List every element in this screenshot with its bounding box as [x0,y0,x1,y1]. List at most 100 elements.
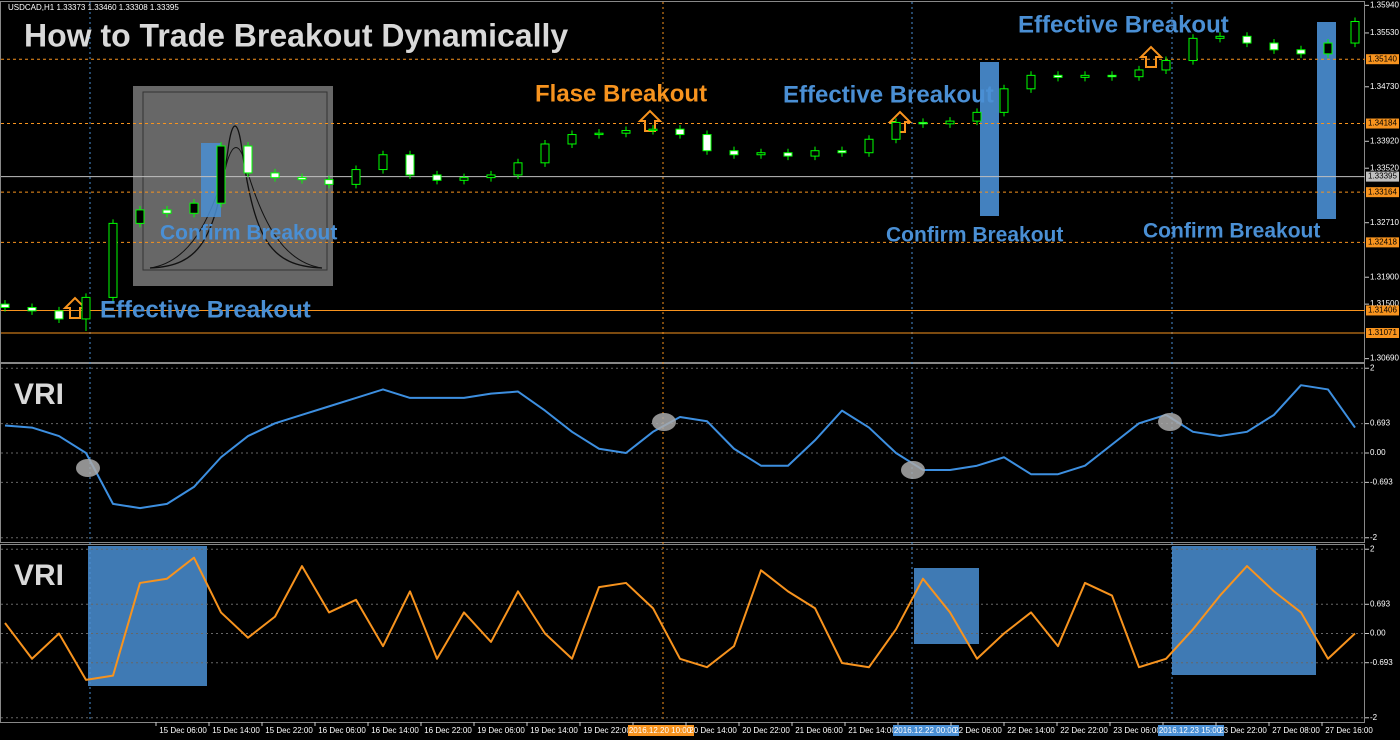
vri-line [4,384,1356,510]
candle-body [999,88,1009,113]
x-label-highlight [1158,725,1224,736]
price-level-tag [1366,118,1399,129]
x-tick-label: 15 Dec 06:00 [159,726,207,735]
x-tick-label: 23 Dec 22:00 [1219,726,1267,735]
x-tick-label: 2016.12.23 15:00 [1159,726,1222,735]
candle-body [27,306,37,312]
candle-body [756,152,766,156]
price-level-tag [1366,327,1399,338]
candle-body [1188,37,1198,62]
x-tick-label: 21 Dec 14:00 [848,726,896,735]
y-tick-label: 1.35530 [1370,28,1399,37]
inset-highlight [201,143,221,217]
vri-highlight [88,546,207,686]
price-level-tag [1366,305,1399,316]
candle-body [837,150,847,154]
x-tick-label: 16 Dec 22:00 [424,726,472,735]
cross-marker [1158,413,1182,431]
x-tick-label: 22 Dec 06:00 [954,726,1002,735]
candle-body [108,222,118,298]
candle-body [378,154,388,171]
candle-body [567,134,577,145]
chart-title: How to Trade Breakout Dynamically [24,17,568,53]
x-tick-label: 27 Dec 08:00 [1272,726,1320,735]
y-tick-label: 1.31500 [1370,299,1399,308]
y-tick-label: 1.32710 [1370,218,1399,227]
price-panel [0,1,1365,363]
x-tick-label: 15 Dec 22:00 [265,726,313,735]
y-tick-label: -2 [1370,713,1378,722]
inset-bg [133,86,333,286]
y-tick-label: 0.00 [1370,448,1386,457]
candle-body [1026,74,1036,90]
candle-body [702,134,712,152]
candle-body [864,138,874,154]
y-tick-label: 1.33920 [1370,136,1399,145]
y-tick-label: 1.34730 [1370,82,1399,91]
vri-line [4,556,1356,681]
candle-body [216,145,226,204]
y-tick-label: 0.693 [1370,419,1391,428]
price-level-tag [1366,171,1399,182]
x-tick-label: 19 Dec 06:00 [477,726,525,735]
breakout-bar [980,62,999,216]
annotation: Confirm Breakout [886,224,1063,247]
candle-body [297,177,307,181]
candle-body [1296,49,1306,55]
annotation: Confirm Breakout [1143,220,1320,243]
candle-body [972,111,982,122]
cross-marker [76,459,100,477]
x-tick-label: 16 Dec 06:00 [318,726,366,735]
x-label-highlight [628,725,694,736]
candle-body [324,179,334,185]
inset-curve [149,147,323,269]
vri-highlight [1172,546,1316,675]
price-level-label: 1.31406 [1368,306,1397,315]
candle-body [1107,74,1117,78]
y-tick-label: 0.00 [1370,629,1386,638]
y-tick-label: 2 [1370,363,1375,372]
candle-body [405,154,415,176]
y-tick-label: 0.693 [1370,599,1391,608]
cross-marker [901,461,925,479]
inset-curve [149,125,323,269]
candle-body [918,121,928,125]
arrow [1138,45,1164,68]
cross-marker [652,413,676,431]
x-tick-label: 20 Dec 14:00 [689,726,737,735]
panel-title: VRI [14,559,64,592]
price-level-label: 1.34184 [1368,119,1397,128]
y-tick-label: 1.35940 [1370,0,1399,9]
y-tick-label: -2 [1370,533,1378,542]
candle-body [891,121,901,140]
vri-panel [0,544,1365,723]
x-tick-label: 22 Dec 14:00 [1007,726,1055,735]
breakout-bar [1317,22,1336,219]
y-tick-label: -0.693 [1370,477,1393,486]
price-level-label: 1.32418 [1368,237,1397,246]
candle-body [189,202,199,214]
y-tick-label: 2 [1370,544,1375,553]
candle-body [1323,42,1333,55]
annotation: Effective Breakout [100,296,311,323]
arrow [62,296,88,319]
candle-body [540,143,550,164]
candle-body [1350,21,1360,44]
candle-body [810,150,820,157]
candle-body [945,120,955,125]
candle-body [1269,42,1279,51]
y-tick-label: 1.33520 [1370,163,1399,172]
vri-panel [0,363,1365,543]
candle-body [729,150,739,156]
x-tick-label: 2016.12.20 10:00 [629,726,692,735]
candle-body [621,130,631,134]
candle-body [1053,74,1063,78]
x-tick-label: 22 Dec 22:00 [1060,726,1108,735]
symbol-header: USDCAD,H1 1.33373 1.33460 1.33308 1.3339… [8,3,179,12]
candle-body [675,128,685,136]
price-level-label: 1.33164 [1368,187,1397,196]
x-tick-label: 21 Dec 06:00 [795,726,843,735]
inset-image [133,86,333,286]
y-tick-label: 1.30690 [1370,354,1399,363]
